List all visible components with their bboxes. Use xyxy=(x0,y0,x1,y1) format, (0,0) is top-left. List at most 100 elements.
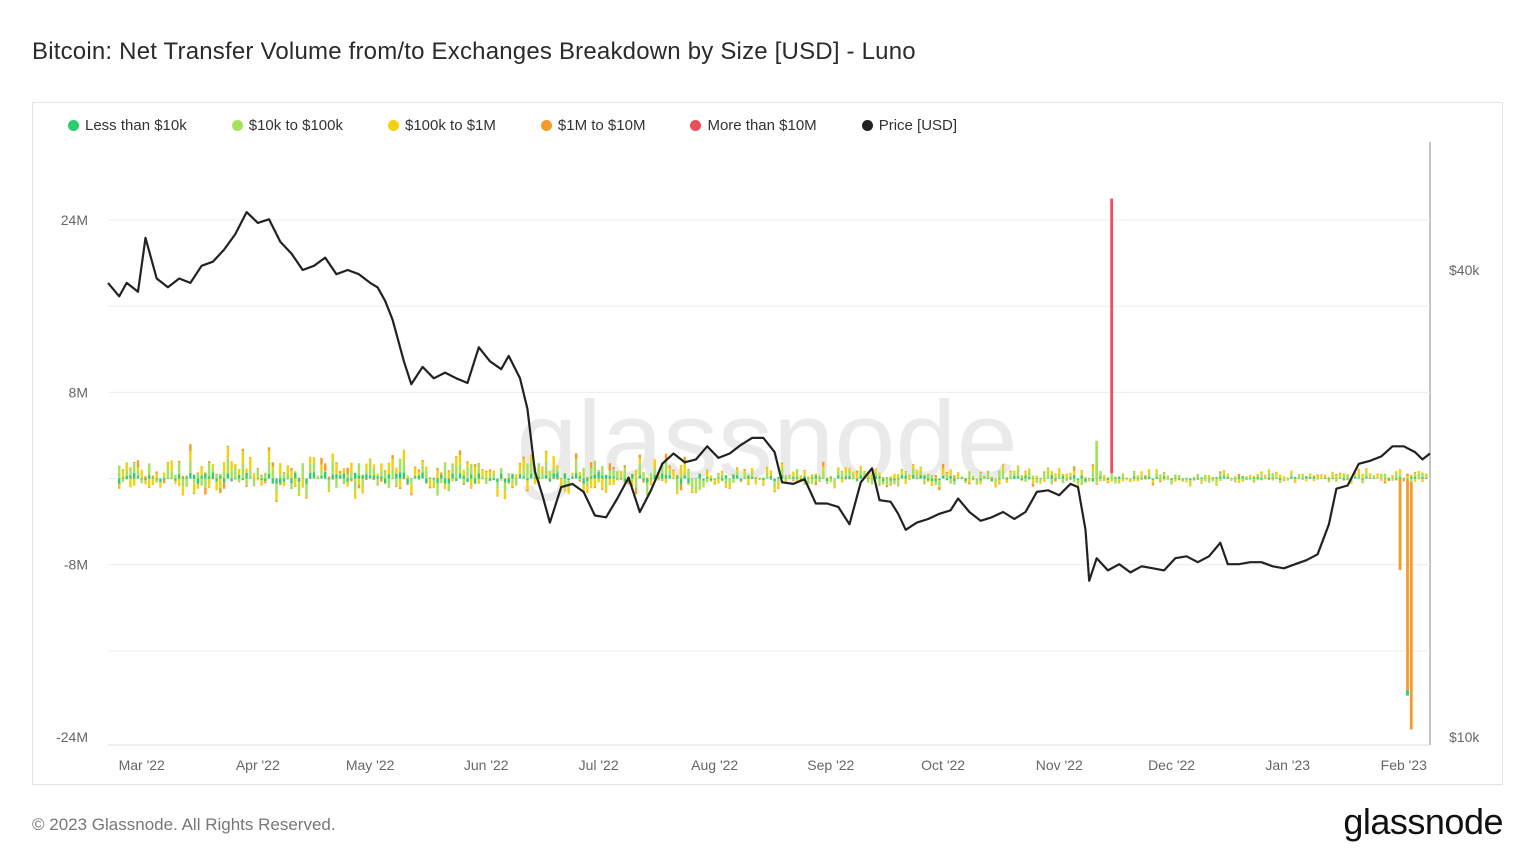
bar-segment xyxy=(541,477,544,479)
bar-segment xyxy=(1110,473,1113,478)
legend-item-10k-to-100k[interactable]: $10k to $100k xyxy=(231,117,343,134)
bar-segment xyxy=(155,471,158,474)
bar-segment xyxy=(870,478,874,480)
bar-segment xyxy=(1204,480,1207,482)
bar-segment xyxy=(1080,475,1083,479)
bar-segment xyxy=(829,477,832,479)
bar-segment xyxy=(275,478,278,484)
bar-segment xyxy=(676,476,679,479)
bar-segment xyxy=(544,451,548,461)
bar-segment xyxy=(859,465,862,470)
bar-segment xyxy=(586,477,589,479)
bar-segment xyxy=(500,478,503,480)
bar-segment xyxy=(552,478,555,480)
y-tick-label: 24M xyxy=(61,212,88,228)
bar-segment xyxy=(177,474,181,479)
bar-segment xyxy=(260,474,263,476)
bar-segment xyxy=(331,453,334,462)
bar-segment xyxy=(147,475,151,479)
bar-segment xyxy=(432,478,436,480)
bar-segment xyxy=(642,478,645,481)
bar-segment xyxy=(1249,477,1252,479)
bar-segment xyxy=(204,473,207,479)
chart-panel xyxy=(32,102,1503,785)
bar-segment xyxy=(402,461,406,473)
bar-segment xyxy=(773,491,776,493)
bar-segment xyxy=(1132,476,1136,479)
bar-segment xyxy=(597,478,600,483)
bar-segment xyxy=(601,488,604,490)
bar-segment xyxy=(758,477,761,479)
bar-segment xyxy=(777,487,780,489)
bar-segment xyxy=(1129,478,1132,480)
bar-segment xyxy=(395,478,398,486)
bar-segment xyxy=(380,463,383,472)
bar-segment xyxy=(773,481,776,487)
bar-segment xyxy=(1282,476,1286,479)
bar-segment xyxy=(1402,478,1405,480)
bar-segment xyxy=(1144,478,1147,480)
bar-segment xyxy=(698,473,701,475)
bar-segment xyxy=(466,461,469,463)
bar-segment xyxy=(1196,478,1200,480)
bar-segment xyxy=(159,486,162,488)
bar-segment xyxy=(552,456,555,468)
bar-segment xyxy=(694,491,698,493)
bar-segment xyxy=(365,478,368,480)
bar-segment xyxy=(1234,481,1237,483)
bar-segment xyxy=(758,478,761,479)
legend-item-price-usd[interactable]: Price [USD] xyxy=(861,117,957,134)
legend-item-more-than-10m[interactable]: More than $10M xyxy=(690,117,817,134)
bar-segment xyxy=(814,481,818,486)
bar-segment xyxy=(1365,472,1368,477)
bar-segment xyxy=(608,470,612,476)
bar-segment xyxy=(286,478,289,480)
bar-segment xyxy=(911,464,915,465)
bar-segment xyxy=(810,478,814,485)
legend-item-100k-to-1m[interactable]: $100k to $1M xyxy=(388,117,496,134)
bar-segment xyxy=(1091,466,1095,471)
glassnode-logo[interactable]: glassnode xyxy=(1343,801,1503,842)
bar-segment xyxy=(601,465,604,476)
bar-segment xyxy=(200,465,203,476)
bar-segment xyxy=(402,472,406,479)
bar-segment xyxy=(559,479,563,489)
bar-segment xyxy=(1234,476,1237,479)
bar-segment xyxy=(1275,472,1278,477)
bar-segment xyxy=(859,469,862,476)
bar-segment xyxy=(421,472,424,479)
bar-segment xyxy=(870,483,874,485)
bar-segment xyxy=(1151,480,1155,484)
bar-segment xyxy=(1406,478,1409,480)
bar-segment xyxy=(1095,482,1098,484)
bar-segment xyxy=(1219,478,1222,481)
notable-bar xyxy=(1406,690,1409,696)
bar-segment xyxy=(1095,478,1098,480)
bar-segment xyxy=(938,486,941,491)
legend-item-less-than-10k[interactable]: Less than $10k xyxy=(68,117,187,134)
bar-segment xyxy=(447,478,450,484)
bar-segment xyxy=(1421,472,1424,477)
bar-segment xyxy=(1189,478,1192,479)
bar-segment xyxy=(919,467,922,472)
bar-segment xyxy=(563,473,567,474)
bar-segment xyxy=(930,475,934,479)
bar-segment xyxy=(462,475,465,479)
legend-item-1m-to-10m[interactable]: $1M to $10M xyxy=(540,117,645,134)
bar-segment xyxy=(792,471,795,477)
bar-segment xyxy=(1230,479,1233,481)
bar-segment xyxy=(151,477,155,479)
bar-segment xyxy=(136,475,140,479)
bar-segment xyxy=(413,466,417,468)
bar-segment xyxy=(923,474,926,476)
bar-segment xyxy=(305,496,308,499)
bar-segment xyxy=(646,482,649,494)
bar-segment xyxy=(1196,474,1200,476)
bar-segment xyxy=(604,474,608,479)
bar-segment xyxy=(814,473,818,476)
bar-segment xyxy=(455,466,458,479)
bar-segment xyxy=(548,478,552,482)
bar-segment xyxy=(174,478,177,481)
bar-segment xyxy=(271,478,274,484)
bar-segment xyxy=(616,478,619,480)
